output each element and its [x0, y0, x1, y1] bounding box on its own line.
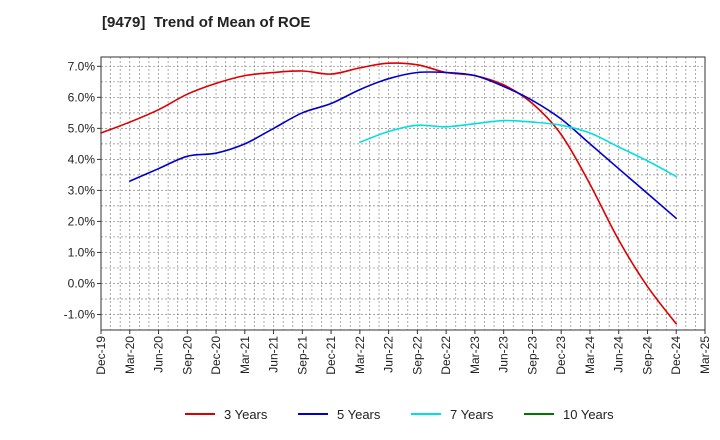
y-tick-label: -1.0% — [64, 307, 96, 321]
x-tick-label: Dec-24 — [669, 336, 683, 375]
grid-layer — [100, 57, 706, 330]
x-tick-label: Mar-25 — [698, 336, 712, 374]
y-tick-label: 2.0% — [68, 214, 96, 228]
x-tick-label: Jun-20 — [152, 336, 166, 373]
legend-label-7-years: 7 Years — [450, 407, 494, 422]
x-tick-label: Dec-20 — [209, 336, 223, 375]
x-tick-label: Jun-22 — [382, 336, 396, 373]
x-tick-label: Sep-21 — [295, 336, 309, 375]
x-tick-label: Dec-22 — [439, 336, 453, 375]
series-line-5-years — [129, 71, 677, 220]
y-tick-label: 3.0% — [68, 183, 96, 197]
y-tick-label: 1.0% — [68, 245, 96, 259]
y-tick-label: 5.0% — [68, 121, 96, 135]
legend: 3 Years 5 Years 7 Years 10 Years — [185, 407, 614, 422]
legend-label-10-years: 10 Years — [563, 407, 614, 422]
x-tick-label: Mar-22 — [353, 336, 367, 374]
x-axis-labels: Dec-19 Mar-20 Jun-20 Sep-20 Dec-20 Mar-21 Jun-… — [94, 330, 712, 375]
x-tick-label: Jun-21 — [267, 336, 281, 373]
x-tick-label: Dec-23 — [554, 336, 568, 375]
x-tick-label: Sep-23 — [525, 336, 539, 375]
series-line-3-years — [100, 62, 677, 325]
x-tick-label: Dec-19 — [94, 336, 108, 375]
x-tick-label: Sep-24 — [640, 336, 654, 375]
x-tick-label: Mar-24 — [583, 336, 597, 374]
x-tick-label: Sep-22 — [410, 336, 424, 375]
legend-label-5-years: 5 Years — [337, 407, 381, 422]
y-axis-labels: 7.0% 6.0% 5.0% 4.0% 3.0% 2.0% 1.0% 0.0% -1.0% — [64, 59, 101, 321]
series-layer — [100, 62, 677, 325]
x-tick-label: Mar-23 — [468, 336, 482, 374]
x-tick-label: Mar-21 — [238, 336, 252, 374]
y-tick-label: 6.0% — [68, 90, 96, 104]
y-tick-label: 4.0% — [68, 152, 96, 166]
x-tick-label: Jun-24 — [612, 336, 626, 373]
x-tick-label: Dec-21 — [324, 336, 338, 375]
y-tick-label: 7.0% — [68, 59, 96, 73]
y-tick-label: 0.0% — [68, 276, 96, 290]
legend-label-3-years: 3 Years — [224, 407, 268, 422]
x-tick-label: Mar-20 — [123, 336, 137, 374]
x-tick-label: Jun-23 — [497, 336, 511, 373]
chart-title: [9479] Trend of Mean of ROE — [102, 14, 311, 31]
x-tick-label: Sep-20 — [180, 336, 194, 375]
plot-frame — [100, 56, 706, 331]
series-line-7-years — [359, 119, 677, 178]
